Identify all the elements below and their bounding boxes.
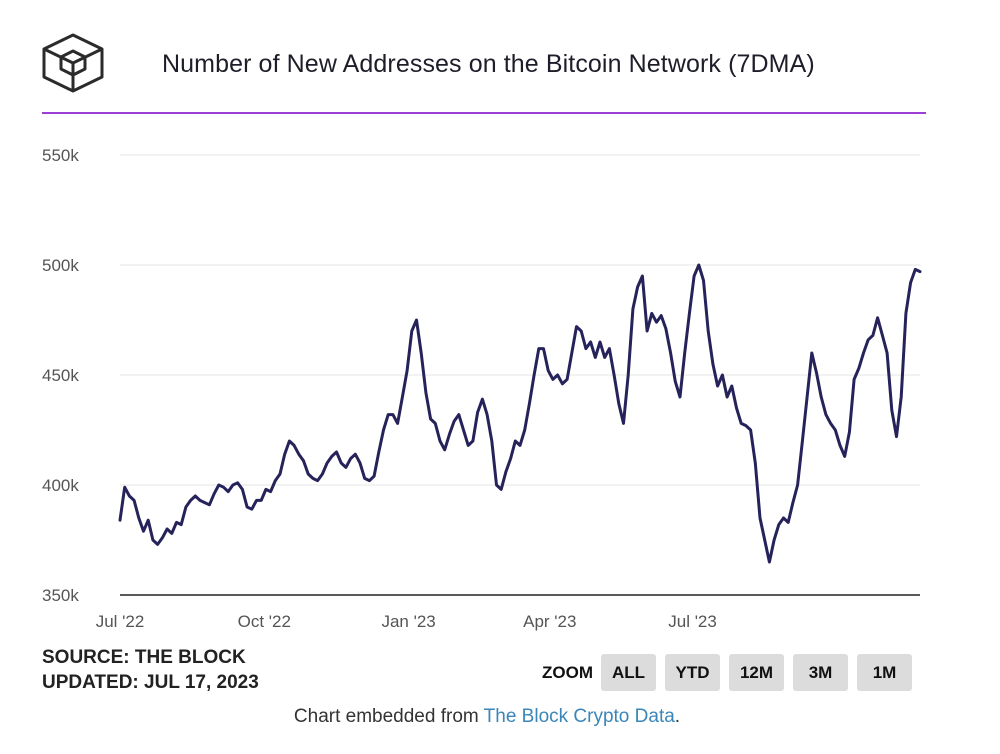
zoom-ytd-button[interactable]: YTD (665, 654, 720, 691)
x-tick-label: Jul '23 (668, 612, 717, 631)
y-tick-label: 550k (42, 146, 79, 165)
footer-prefix: Chart embedded from (293, 706, 484, 727)
title-divider (42, 112, 926, 114)
x-axis-ticks: Jul '22 Oct '22 Jan '23 Apr '23 Jul '23 (96, 612, 717, 631)
y-tick-label: 400k (42, 476, 79, 495)
y-tick-label: 500k (42, 256, 79, 275)
x-tick-label: Jul '22 (96, 612, 145, 631)
zoom-controls: ZOOM ALL YTD 12M 3M 1M (542, 654, 912, 691)
zoom-label: ZOOM (542, 662, 593, 682)
gridlines (120, 154, 920, 596)
chart-title: Number of New Addresses on the Bitcoin N… (162, 50, 815, 78)
zoom-12m-button[interactable]: 12M (729, 654, 784, 691)
block-crypto-data-link[interactable]: The Block Crypto Data (483, 706, 675, 727)
zoom-all-button[interactable]: ALL (601, 654, 656, 691)
source-block: SOURCE: THE BLOCK UPDATED: JUL 17, 2023 (42, 645, 259, 695)
embed-footer: Chart embedded from The Block Crypto Dat… (0, 706, 974, 728)
the-block-logo-icon (42, 33, 104, 93)
source-label: SOURCE: THE BLOCK (42, 647, 246, 668)
x-tick-label: Oct '22 (238, 612, 291, 631)
x-tick-label: Apr '23 (523, 612, 576, 631)
y-tick-label: 450k (42, 366, 79, 385)
zoom-1m-button[interactable]: 1M (857, 654, 912, 691)
x-tick-label: Jan '23 (381, 612, 435, 631)
series-layer (118, 263, 922, 564)
footer-suffix: . (674, 706, 681, 727)
zoom-3m-button[interactable]: 3M (793, 654, 848, 691)
y-axis-ticks: 350k 400k 450k 500k 550k (42, 146, 79, 605)
series-line-new-addresses (118, 263, 922, 564)
y-tick-label: 350k (42, 586, 79, 605)
line-chart: 350k 400k 450k 500k 550k Jul '22 Oct '22 Jan '… (42, 146, 922, 631)
updated-label: UPDATED: JUL 17, 2023 (42, 672, 259, 693)
